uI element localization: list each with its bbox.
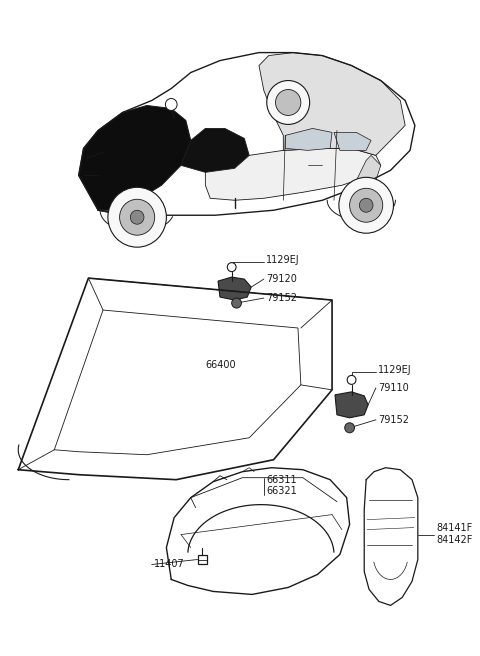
Circle shape [347,375,356,384]
Circle shape [232,298,241,308]
Circle shape [349,188,383,222]
Polygon shape [259,52,405,155]
Text: 79152: 79152 [266,293,297,303]
Polygon shape [285,129,332,150]
Text: 66311: 66311 [267,475,298,485]
Circle shape [339,177,394,233]
Circle shape [130,211,144,224]
Text: 79120: 79120 [266,274,297,284]
Text: 84142F: 84142F [436,535,473,544]
Text: 1129EJ: 1129EJ [266,255,300,265]
Bar [198,554,207,565]
Text: 11407: 11407 [154,560,184,569]
Polygon shape [205,148,381,200]
Polygon shape [335,392,368,418]
Polygon shape [334,133,371,150]
Text: 1129EJ: 1129EJ [378,365,411,375]
Circle shape [108,188,167,247]
Circle shape [228,262,236,272]
Circle shape [276,89,301,115]
Polygon shape [181,129,249,173]
Text: 66400: 66400 [205,360,236,370]
Text: 84141F: 84141F [436,523,473,533]
Circle shape [345,423,354,433]
Polygon shape [218,277,251,300]
Polygon shape [357,155,381,185]
Text: 79110: 79110 [378,383,408,393]
Polygon shape [79,106,191,211]
Circle shape [120,199,155,236]
Circle shape [166,98,177,110]
Text: 66321: 66321 [267,485,298,496]
Circle shape [267,81,310,125]
Text: 79152: 79152 [378,415,409,425]
Circle shape [360,198,373,213]
